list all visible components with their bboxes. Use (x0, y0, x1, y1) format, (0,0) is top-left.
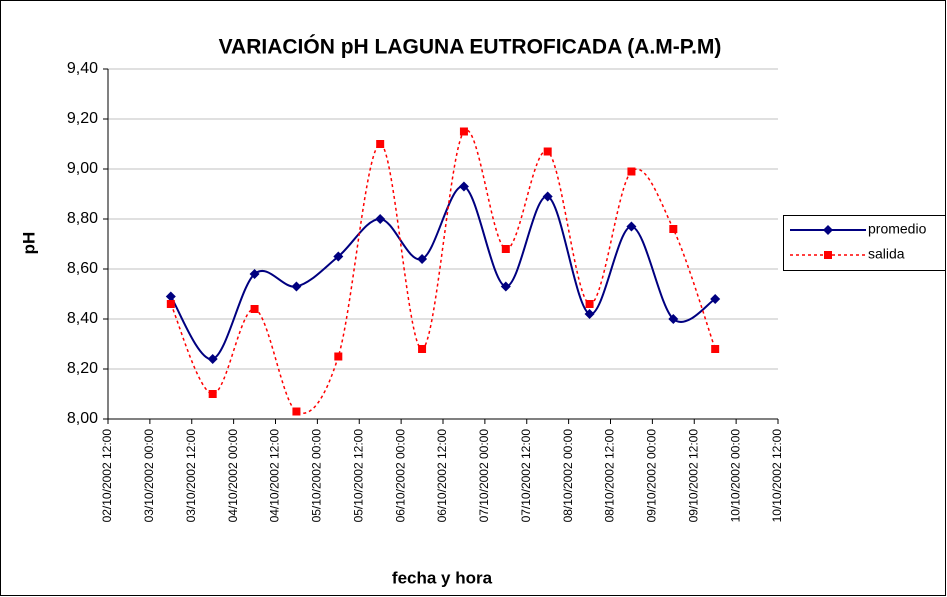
x-axis-label: fecha y hora (392, 568, 493, 587)
legend-marker (824, 251, 832, 259)
point (417, 254, 428, 264)
point (376, 140, 385, 148)
point (711, 345, 720, 353)
y-tick-label: 8,80 (67, 210, 98, 227)
point (710, 294, 721, 304)
point (292, 407, 301, 416)
point (668, 314, 679, 324)
series-line (170, 129, 716, 414)
x-tick-label: 07/10/2002 12:00 (519, 429, 533, 523)
x-tick-label: 02/10/2002 12:00 (100, 429, 114, 523)
point (166, 300, 175, 308)
x-tick-label: 08/10/2002 00:00 (561, 429, 575, 523)
point (585, 300, 594, 308)
y-tick-label: 8,40 (67, 310, 98, 327)
point (458, 181, 469, 192)
x-tick-label: 06/10/2002 12:00 (435, 429, 449, 523)
x-tick-label: 04/10/2002 00:00 (226, 429, 240, 523)
x-tick-label: 05/10/2002 00:00 (310, 429, 324, 523)
point (334, 352, 343, 361)
point (375, 214, 386, 224)
x-tick-label: 09/10/2002 12:00 (686, 429, 700, 523)
point (543, 147, 552, 156)
x-tick-label: 09/10/2002 00:00 (645, 429, 659, 523)
x-tick-label: 05/10/2002 12:00 (351, 429, 365, 523)
y-tick-label: 9,20 (67, 110, 98, 127)
point (333, 251, 344, 262)
point (627, 167, 636, 176)
point (291, 281, 302, 292)
x-tick-label: 08/10/2002 12:00 (603, 429, 617, 523)
point (207, 354, 218, 364)
point (208, 390, 217, 398)
legend-label: promedio (868, 221, 927, 237)
point (584, 309, 595, 319)
legend-marker (823, 225, 833, 235)
point (249, 269, 260, 279)
point (669, 225, 678, 233)
chart-title: VARIACIÓN pH LAGUNA EUTROFICADA (A.M-P.M… (219, 35, 722, 59)
point (500, 281, 511, 292)
y-axis-label: pH (19, 232, 38, 255)
point (418, 345, 427, 353)
legend-box (783, 215, 946, 271)
point (542, 191, 553, 202)
point (626, 221, 637, 232)
point (459, 127, 468, 136)
y-tick-label: 9,40 (67, 60, 98, 77)
y-tick-label: 8,20 (67, 360, 98, 377)
point (250, 305, 259, 313)
x-tick-label: 04/10/2002 12:00 (268, 429, 282, 523)
point (501, 245, 510, 253)
x-tick-label: 07/10/2002 00:00 (477, 429, 491, 523)
x-tick-label: 10/10/2002 00:00 (728, 429, 742, 523)
point (165, 291, 176, 302)
x-tick-label: 03/10/2002 12:00 (184, 429, 198, 523)
y-tick-label: 8,60 (67, 260, 98, 277)
x-tick-label: 03/10/2002 00:00 (142, 429, 156, 523)
y-tick-label: 9,00 (67, 160, 98, 177)
legend-label: salida (868, 246, 905, 262)
x-tick-label: 10/10/2002 12:00 (770, 429, 784, 523)
x-tick-label: 06/10/2002 00:00 (393, 429, 407, 523)
y-tick-label: 8,00 (67, 410, 98, 427)
